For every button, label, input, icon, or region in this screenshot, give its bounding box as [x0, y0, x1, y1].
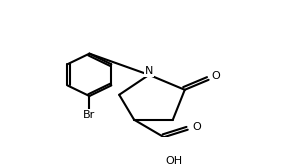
- Text: Br: Br: [83, 110, 96, 120]
- Text: O: O: [212, 71, 221, 81]
- Text: N: N: [145, 66, 153, 76]
- Text: O: O: [192, 122, 201, 132]
- Text: OH: OH: [166, 156, 183, 164]
